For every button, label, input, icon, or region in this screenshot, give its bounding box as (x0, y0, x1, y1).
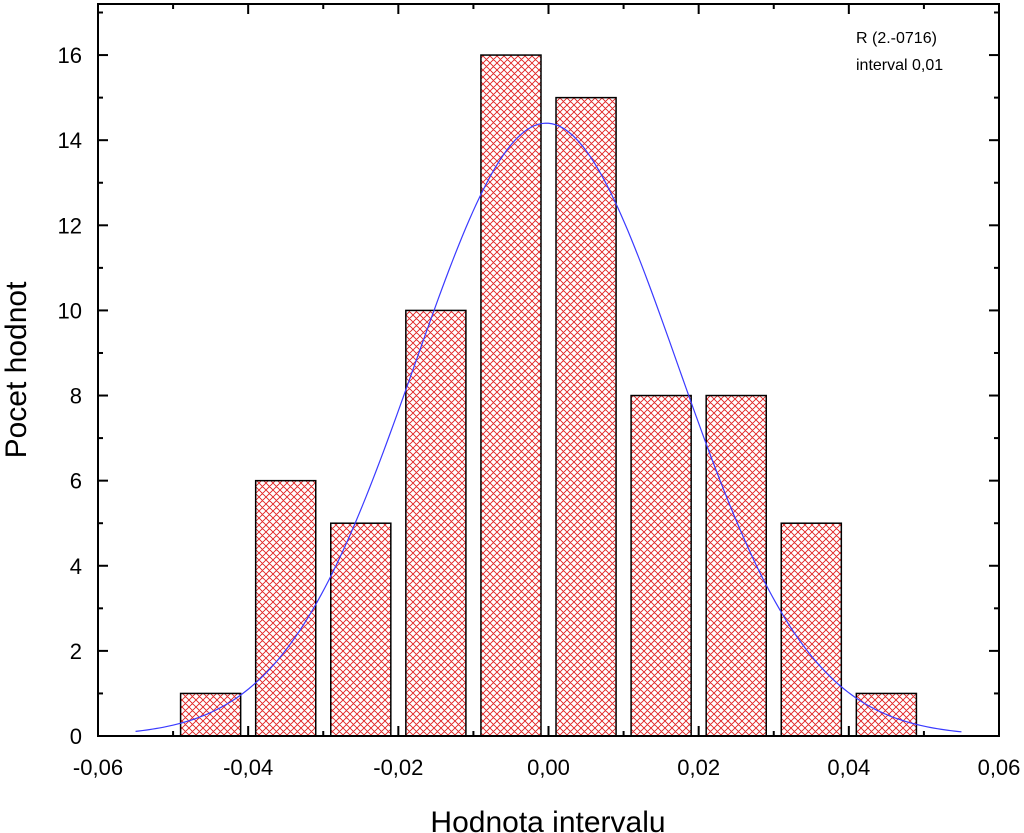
x-tick-label-3: 0,00 (527, 755, 570, 780)
annotation-line-2: interval 0,01 (856, 57, 943, 74)
fit-curve-layer (135, 122, 962, 733)
y-tick-label-6: 12 (58, 213, 82, 238)
histogram-bars (179, 54, 918, 737)
histogram-bar-1 (254, 479, 317, 737)
x-tick-label-0: -0,06 (73, 755, 123, 780)
x-tick-label-2: -0,02 (373, 755, 423, 780)
y-axis-title: Pocet hodnot (0, 281, 33, 458)
histogram-bar-4 (480, 54, 542, 737)
histogram-bar-8 (780, 522, 843, 737)
histogram-bar-5 (555, 96, 617, 737)
y-tick-label-8: 16 (58, 43, 82, 68)
x-axis-title: Hodnota intervalu (430, 806, 665, 833)
histogram-bar-2 (330, 522, 392, 737)
x-tick-label-1: -0,04 (223, 755, 273, 780)
y-tick-label-0: 0 (70, 724, 82, 749)
x-tick-label-5: 0,04 (827, 755, 870, 780)
y-tick-label-7: 14 (58, 128, 82, 153)
fit-curve-line (135, 122, 962, 733)
y-tick-label-1: 2 (70, 639, 82, 664)
y-tick-label-5: 10 (58, 298, 82, 323)
y-tick-label-4: 8 (70, 384, 82, 409)
x-tick-label-6: 0,06 (978, 755, 1021, 780)
histogram-bar-3 (405, 309, 467, 737)
axis-ticks (97, 4, 1000, 737)
y-tick-labels: 0 2 4 6 8 10 12 14 16 (58, 43, 82, 749)
y-tick-label-2: 4 (70, 554, 82, 579)
histogram-bar-0 (179, 692, 242, 737)
histogram-bar-6 (630, 394, 692, 737)
y-tick-label-3: 6 (70, 469, 82, 494)
x-tick-label-4: 0,02 (677, 755, 720, 780)
x-tick-labels: -0,06 -0,04 -0,02 0,00 0,02 0,04 0,06 (73, 755, 1020, 780)
plot-frame (97, 3, 1000, 737)
annotation-line-1: R (2.-0716) (856, 30, 937, 47)
